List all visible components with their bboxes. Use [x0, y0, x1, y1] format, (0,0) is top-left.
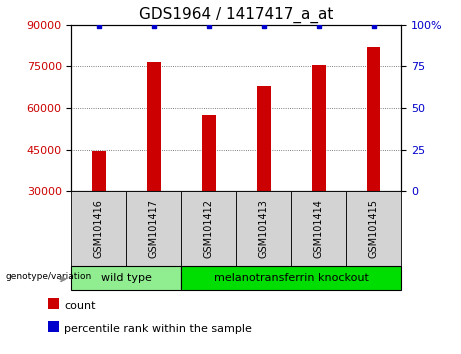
- Bar: [312, 65, 325, 191]
- Bar: [92, 151, 106, 191]
- Bar: [48, 298, 59, 309]
- Text: GSM101414: GSM101414: [313, 199, 324, 258]
- Text: GSM101412: GSM101412: [204, 199, 214, 258]
- Text: count: count: [64, 301, 95, 312]
- Bar: [71, 191, 126, 266]
- Point: [205, 24, 213, 29]
- Text: percentile rank within the sample: percentile rank within the sample: [64, 324, 252, 335]
- Point: [370, 24, 377, 29]
- Bar: [181, 191, 236, 266]
- Point: [95, 24, 103, 29]
- Text: wild type: wild type: [101, 273, 152, 283]
- Point: [150, 24, 158, 29]
- Bar: [291, 191, 346, 266]
- Text: genotype/variation: genotype/variation: [6, 272, 92, 281]
- Bar: [236, 191, 291, 266]
- Bar: [48, 321, 59, 332]
- Bar: [346, 191, 401, 266]
- Text: GSM101415: GSM101415: [369, 199, 378, 258]
- Text: GSM101416: GSM101416: [94, 199, 104, 258]
- Title: GDS1964 / 1417417_a_at: GDS1964 / 1417417_a_at: [139, 7, 333, 23]
- Point: [260, 24, 267, 29]
- Text: GSM101413: GSM101413: [259, 199, 269, 258]
- Bar: [257, 86, 271, 191]
- Text: melanotransferrin knockout: melanotransferrin knockout: [214, 273, 369, 283]
- Bar: [71, 266, 181, 290]
- Bar: [181, 266, 401, 290]
- Bar: [126, 191, 181, 266]
- Bar: [367, 47, 380, 191]
- Text: GSM101417: GSM101417: [149, 199, 159, 258]
- Bar: [202, 115, 216, 191]
- Point: [315, 24, 322, 29]
- Bar: [147, 62, 161, 191]
